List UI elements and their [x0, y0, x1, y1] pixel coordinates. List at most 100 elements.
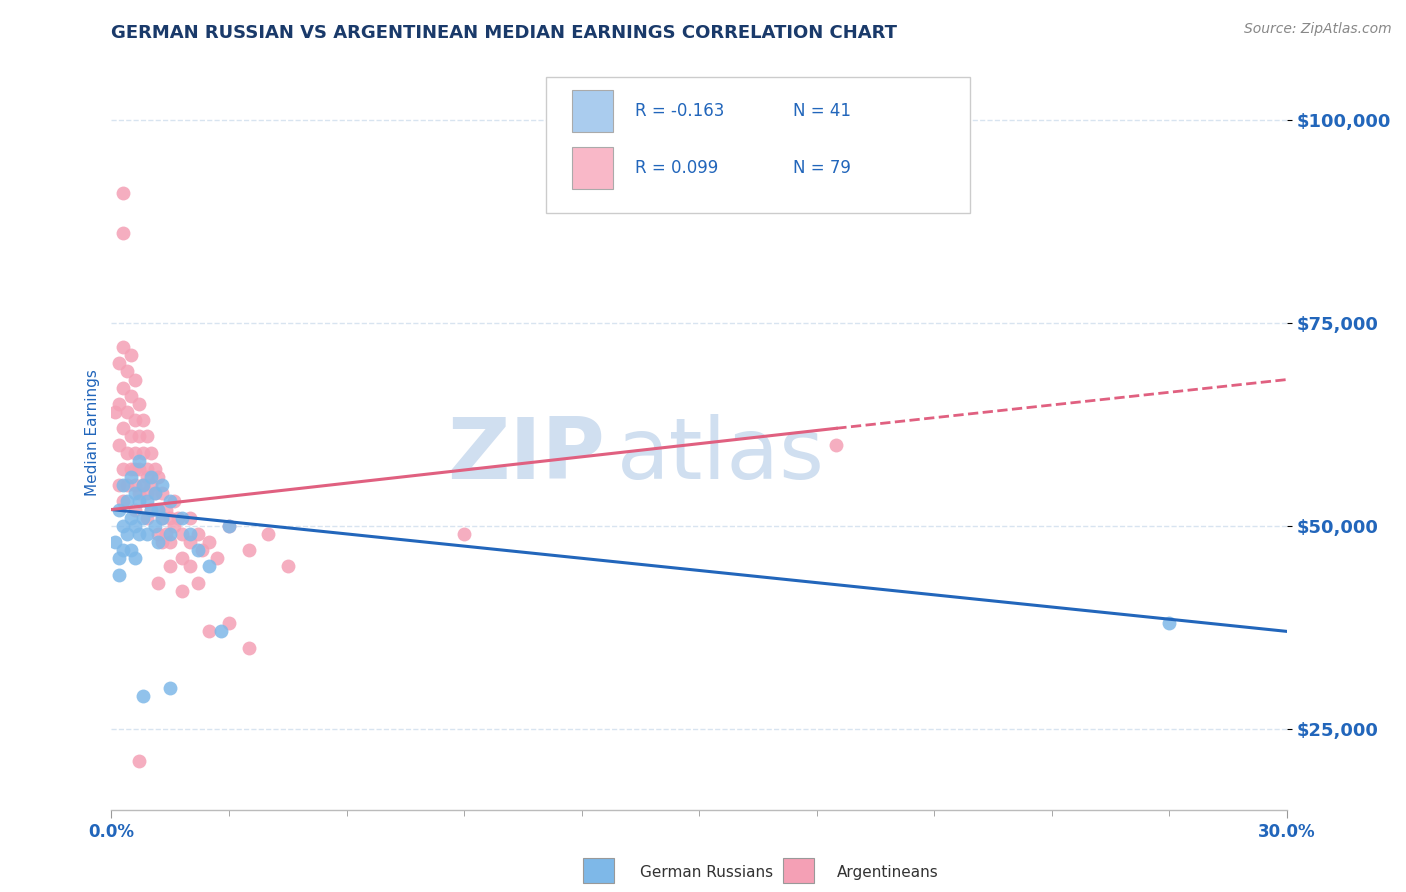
- Point: [124, 445, 146, 459]
- Point: [124, 486, 146, 500]
- Point: [124, 551, 146, 566]
- Point: [277, 559, 299, 574]
- Point: [209, 624, 232, 639]
- Point: [124, 502, 146, 516]
- Point: [132, 445, 155, 459]
- Point: [218, 616, 240, 631]
- Point: [135, 470, 157, 484]
- Point: [112, 518, 135, 533]
- Point: [115, 364, 138, 378]
- Point: [143, 462, 166, 476]
- Point: [112, 543, 135, 558]
- Point: [170, 527, 193, 541]
- Point: [148, 527, 170, 541]
- Point: [238, 640, 260, 655]
- Point: [187, 543, 209, 558]
- Point: [115, 527, 138, 541]
- Point: [825, 437, 848, 451]
- Point: [112, 421, 135, 435]
- Point: [124, 373, 146, 387]
- Point: [128, 397, 150, 411]
- Point: [132, 478, 155, 492]
- Point: [139, 445, 162, 459]
- Point: [198, 535, 221, 549]
- Point: [218, 518, 240, 533]
- Point: [135, 462, 157, 476]
- Point: [120, 429, 142, 443]
- Point: [179, 510, 201, 524]
- Point: [179, 559, 201, 574]
- Point: [143, 486, 166, 500]
- Point: [108, 397, 131, 411]
- Point: [135, 494, 157, 508]
- Point: [148, 502, 170, 516]
- Point: [167, 510, 190, 524]
- Point: [128, 494, 150, 508]
- Point: [179, 535, 201, 549]
- Point: [132, 510, 155, 524]
- Point: [1159, 616, 1181, 631]
- Point: [108, 356, 131, 370]
- Point: [170, 551, 193, 566]
- Point: [148, 535, 170, 549]
- Point: [115, 478, 138, 492]
- Point: [159, 535, 181, 549]
- FancyBboxPatch shape: [572, 90, 613, 132]
- FancyBboxPatch shape: [547, 78, 970, 213]
- Text: atlas: atlas: [617, 414, 825, 497]
- Point: [187, 575, 209, 590]
- Point: [198, 624, 221, 639]
- Point: [135, 510, 157, 524]
- Point: [135, 486, 157, 500]
- Point: [115, 405, 138, 419]
- Point: [257, 527, 280, 541]
- Point: [218, 518, 240, 533]
- Point: [139, 502, 162, 516]
- Point: [150, 535, 173, 549]
- Point: [159, 510, 181, 524]
- Text: GERMAN RUSSIAN VS ARGENTINEAN MEDIAN EARNINGS CORRELATION CHART: GERMAN RUSSIAN VS ARGENTINEAN MEDIAN EAR…: [111, 24, 897, 42]
- Point: [112, 381, 135, 395]
- Point: [163, 494, 186, 508]
- Point: [108, 437, 131, 451]
- Point: [108, 478, 131, 492]
- Point: [150, 478, 173, 492]
- Point: [128, 755, 150, 769]
- Point: [108, 551, 131, 566]
- Point: [108, 567, 131, 582]
- Point: [112, 340, 135, 354]
- Point: [135, 429, 157, 443]
- Y-axis label: Median Earnings: Median Earnings: [86, 369, 100, 496]
- Point: [120, 510, 142, 524]
- Point: [159, 527, 181, 541]
- Point: [143, 486, 166, 500]
- Point: [155, 527, 177, 541]
- Text: R = 0.099: R = 0.099: [634, 159, 717, 177]
- Point: [115, 445, 138, 459]
- Point: [124, 462, 146, 476]
- Point: [135, 527, 157, 541]
- Text: Source: ZipAtlas.com: Source: ZipAtlas.com: [1244, 22, 1392, 37]
- Point: [120, 470, 142, 484]
- Point: [115, 494, 138, 508]
- Point: [170, 510, 193, 524]
- Point: [148, 470, 170, 484]
- Point: [163, 518, 186, 533]
- Point: [128, 462, 150, 476]
- Point: [112, 227, 135, 241]
- Point: [120, 543, 142, 558]
- Point: [124, 478, 146, 492]
- Point: [148, 502, 170, 516]
- Text: N = 41: N = 41: [793, 103, 851, 120]
- Point: [139, 470, 162, 484]
- Point: [124, 518, 146, 533]
- Point: [190, 543, 212, 558]
- Point: [139, 478, 162, 492]
- Point: [132, 690, 155, 704]
- Point: [238, 543, 260, 558]
- Point: [139, 502, 162, 516]
- Point: [128, 429, 150, 443]
- Point: [453, 527, 475, 541]
- Point: [128, 454, 150, 468]
- Point: [159, 681, 181, 696]
